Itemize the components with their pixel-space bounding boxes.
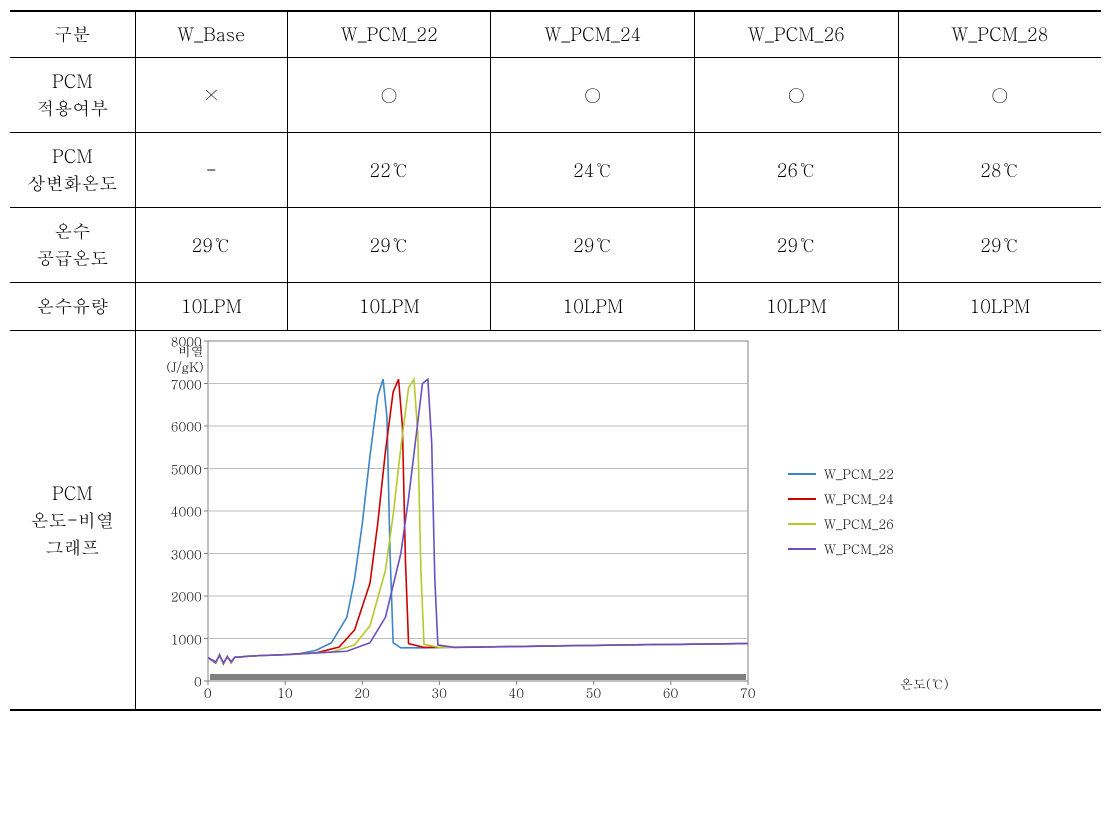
table-row: PCM 상변화온도 - 22℃ 24℃ 26℃ 28℃	[10, 133, 1101, 208]
cell: 29℃	[287, 208, 491, 283]
col-header: W_PCM_22	[287, 11, 491, 58]
chart-row-label: PCM 온도-비열 그래프	[10, 331, 135, 711]
cell: ○	[491, 58, 695, 133]
chart-wrap: 비열 (J/gK) 010002000300040005000600070008…	[144, 341, 1093, 699]
y-tick: 0	[194, 672, 202, 691]
y-tick: 2000	[171, 587, 202, 606]
y-tick: 8000	[171, 332, 202, 351]
cell: ○	[287, 58, 491, 133]
cell: 10LPM	[898, 283, 1101, 331]
cell: 28℃	[898, 133, 1101, 208]
legend-swatch	[788, 498, 816, 500]
cell: ○	[695, 58, 899, 133]
cell: 29℃	[491, 208, 695, 283]
x-tick: 50	[586, 683, 602, 702]
row-label: PCM 상변화온도	[10, 133, 135, 208]
x-tick: 40	[509, 683, 525, 702]
legend-item: W_PCM_26	[788, 514, 894, 533]
x-tick: 10	[277, 683, 293, 702]
cell: 22℃	[287, 133, 491, 208]
cases-table: 구분 W_Base W_PCM_22 W_PCM_24 W_PCM_26 W_P…	[10, 10, 1101, 711]
x-tick: 20	[354, 683, 370, 702]
col-header: 구분	[10, 11, 135, 58]
y-tick: 6000	[171, 417, 202, 436]
cell: 10LPM	[491, 283, 695, 331]
table-header-row: 구분 W_Base W_PCM_22 W_PCM_24 W_PCM_26 W_P…	[10, 11, 1101, 58]
x-axis-label: 온도(℃)	[894, 674, 949, 693]
plot-box: 010002000300040005000600070008000	[208, 341, 748, 681]
y-tick: 4000	[171, 502, 202, 521]
plot-column: 010002000300040005000600070008000 W_PCM_…	[208, 341, 894, 699]
cell: 29℃	[135, 208, 287, 283]
legend-label: W_PCM_26	[824, 514, 894, 533]
chart-row: PCM 온도-비열 그래프 비열 (J/gK) 0100020003000400…	[10, 331, 1101, 711]
legend-label: W_PCM_28	[824, 539, 894, 558]
cell: 29℃	[695, 208, 899, 283]
legend-label: W_PCM_24	[824, 489, 894, 508]
y-tick: 3000	[171, 544, 202, 563]
row-label: 온수 공급온도	[10, 208, 135, 283]
line-chart	[208, 341, 748, 681]
cell: ×	[135, 58, 287, 133]
table-row: 온수 공급온도 29℃ 29℃ 29℃ 29℃ 29℃	[10, 208, 1101, 283]
cell: 10LPM	[135, 283, 287, 331]
col-header: W_PCM_28	[898, 11, 1101, 58]
legend-item: W_PCM_28	[788, 539, 894, 558]
cell: 10LPM	[287, 283, 491, 331]
cell: ○	[898, 58, 1101, 133]
col-header: W_PCM_24	[491, 11, 695, 58]
cell: 24℃	[491, 133, 695, 208]
table-row: 온수유량 10LPM 10LPM 10LPM 10LPM 10LPM	[10, 283, 1101, 331]
legend-swatch	[788, 473, 816, 475]
legend-swatch	[788, 548, 816, 550]
y-tick: 5000	[171, 459, 202, 478]
chart-legend: W_PCM_22 W_PCM_24 W_PCM_26 W_PCM_28	[748, 458, 894, 564]
cell: 26℃	[695, 133, 899, 208]
col-header: W_PCM_26	[695, 11, 899, 58]
legend-label: W_PCM_22	[824, 464, 894, 483]
y-tick: 7000	[171, 374, 202, 393]
cell: -	[135, 133, 287, 208]
x-tick: 70	[740, 683, 756, 702]
x-tick: 60	[663, 683, 679, 702]
y-tick: 1000	[171, 629, 202, 648]
row-label: PCM 적용여부	[10, 58, 135, 133]
col-header: W_Base	[135, 11, 287, 58]
table-row: PCM 적용여부 × ○ ○ ○ ○	[10, 58, 1101, 133]
x-tick: 0	[204, 683, 212, 702]
legend-item: W_PCM_24	[788, 489, 894, 508]
legend-item: W_PCM_22	[788, 464, 894, 483]
chart-cell: 비열 (J/gK) 010002000300040005000600070008…	[135, 331, 1101, 711]
x-tick: 30	[431, 683, 447, 702]
x-tick-labels: 010203040506070	[208, 681, 748, 699]
cell: 29℃	[898, 208, 1101, 283]
y-tick-labels: 010002000300040005000600070008000	[162, 341, 202, 681]
row-label: 온수유량	[10, 283, 135, 331]
legend-swatch	[788, 523, 816, 525]
cell: 10LPM	[695, 283, 899, 331]
